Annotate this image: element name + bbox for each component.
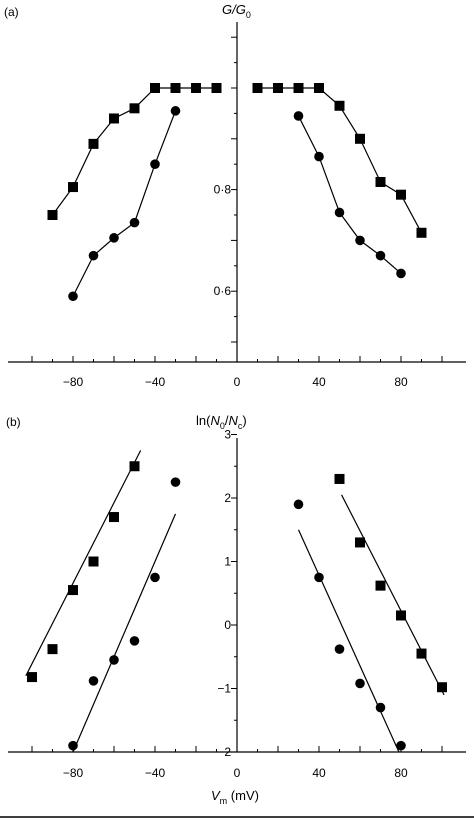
panel-a-square-point xyxy=(170,83,181,93)
ylabel-part-slash: / xyxy=(225,413,229,428)
panel-a-x-tick-label: 80 xyxy=(394,375,408,389)
ylabel-part-nc: N xyxy=(228,413,238,428)
ylabel-part-subc: c xyxy=(238,421,243,431)
panel-a-ylabel-sub: 0 xyxy=(246,10,251,20)
panel-a-circle-point xyxy=(314,151,324,162)
panel-b-square-point xyxy=(416,648,427,659)
panel-b-label: (b) xyxy=(6,415,21,429)
panel-a-y-tick-label: 0·6 xyxy=(214,284,232,298)
panel-a-series-circle-line xyxy=(72,110,177,297)
panel-a-square-point xyxy=(109,113,119,124)
panel-a-square-point xyxy=(273,83,283,93)
panel-b-circle-point xyxy=(170,477,181,487)
panel-b-square-point xyxy=(47,644,58,655)
panel-a-circle-point xyxy=(88,250,99,261)
panel-a-square-point xyxy=(88,138,99,149)
panel-b-circle-point xyxy=(109,655,119,665)
panel-a-x-tick-label: −80 xyxy=(63,375,84,389)
panel-b-circle-point xyxy=(396,740,406,751)
ylabel-part-close: ) xyxy=(242,413,246,428)
panel-a-square-point xyxy=(211,83,222,93)
panel-b-y-tick-label: 3 xyxy=(224,428,231,442)
panel-a-y-tick-label: 0·8 xyxy=(214,183,232,197)
panel-a-square-point xyxy=(293,83,304,93)
panel-a-circle-point xyxy=(68,291,78,302)
panel-a-circle-point xyxy=(150,159,160,169)
panel-b-xlabel: Vm (mV) xyxy=(211,788,259,806)
panel-a-circle-point xyxy=(355,235,365,246)
panel-b-square-point xyxy=(437,682,447,693)
ylabel-part-sub0: 0 xyxy=(220,421,225,431)
panel-a-circle-point xyxy=(109,233,119,243)
panel-a-circle-point xyxy=(293,111,304,121)
panel-a-circle-point xyxy=(375,250,386,261)
panel-b-circle-point xyxy=(68,740,78,751)
panel-b-y-tick-label: 2 xyxy=(224,745,231,759)
panel-b-square-point xyxy=(355,537,365,548)
panel-b-circle-point xyxy=(150,572,160,583)
panel-a-square-point xyxy=(68,182,78,193)
panel-a-x-tick-label: 0 xyxy=(234,375,241,389)
panel-b-x-tick-label: 0 xyxy=(234,766,241,780)
panel-b-square-point xyxy=(129,461,140,472)
panel-a-square-point xyxy=(314,83,324,93)
panel-b-square-point xyxy=(396,610,406,621)
panel-b-circle-point xyxy=(88,676,99,686)
panel-a-square-point xyxy=(355,133,365,144)
ylabel-part-ln: ln( xyxy=(196,413,211,428)
panel-b-y-tick-label: −1 xyxy=(217,682,231,696)
panel-b-fit-line-3 xyxy=(341,494,445,696)
xlabel-main: V xyxy=(211,788,221,803)
panel-a-square-point xyxy=(396,189,406,200)
panel-b-fit-line-2 xyxy=(297,529,400,753)
panel-b-circle-point xyxy=(375,702,386,713)
panel-a-circle-point xyxy=(396,268,406,279)
panel-b-circle-point xyxy=(334,644,345,654)
panel-a-square-point xyxy=(150,83,160,93)
panel-b-circle-point xyxy=(314,572,324,583)
panel-b-y-tick-label: 2 xyxy=(224,491,231,505)
panel-b-x-tick-label: 80 xyxy=(394,766,408,780)
panel-a-square-point xyxy=(47,210,58,220)
panel-b-circle-point xyxy=(129,636,140,646)
panel-a-square-point xyxy=(252,83,263,93)
panel-b-square-point xyxy=(375,580,386,591)
panel-b-fit-line-1 xyxy=(72,513,177,753)
panel-a-ylabel: G/G0 xyxy=(222,2,251,20)
panel-b-circle-point xyxy=(355,678,365,689)
panel-a-x-tick-label: −40 xyxy=(145,375,166,389)
panel-b-x-tick-label: −80 xyxy=(63,766,84,780)
panel-a-square-point xyxy=(334,100,345,111)
panel-b-x-tick-label: −40 xyxy=(145,766,166,780)
panel-a-label: (a) xyxy=(4,5,19,19)
panel-b-y-tick-label: 0 xyxy=(224,618,231,632)
panel-a: (a) G/G0 −80 −40 0 40 800·60·8 xyxy=(4,2,466,389)
panel-a-square-point xyxy=(191,83,201,93)
panel-a-square-point xyxy=(375,176,386,187)
panel-b-x-tick-label: 40 xyxy=(312,766,326,780)
panel-a-x-tick-label: 40 xyxy=(312,375,326,389)
panel-b-ylabel: ln(N0/Nc) xyxy=(196,413,247,431)
panel-b-square-point xyxy=(88,556,99,567)
panel-b-square-point xyxy=(109,512,119,523)
panel-a-circle-point xyxy=(129,217,140,228)
panel-a-circle-point xyxy=(334,207,345,218)
xlabel-unit: (mV) xyxy=(227,788,259,803)
panel-b-square-point xyxy=(27,672,37,683)
panel-a-circle-point xyxy=(170,106,181,116)
panel-b-circle-point xyxy=(293,499,304,510)
panel-a-square-point xyxy=(416,227,427,238)
panel-a-ylabel-main: G/G xyxy=(222,2,246,17)
panel-b-square-point xyxy=(334,473,345,484)
panel-b-square-point xyxy=(68,585,78,596)
panel-b-fit-line-0 xyxy=(25,450,142,677)
panel-a-square-point xyxy=(129,103,140,114)
panel-b-y-tick-label: 1 xyxy=(224,555,231,569)
xlabel-sub: m xyxy=(220,796,228,806)
ylabel-part-n0: N xyxy=(210,413,220,428)
panel-a-series-circle-line xyxy=(297,115,402,274)
